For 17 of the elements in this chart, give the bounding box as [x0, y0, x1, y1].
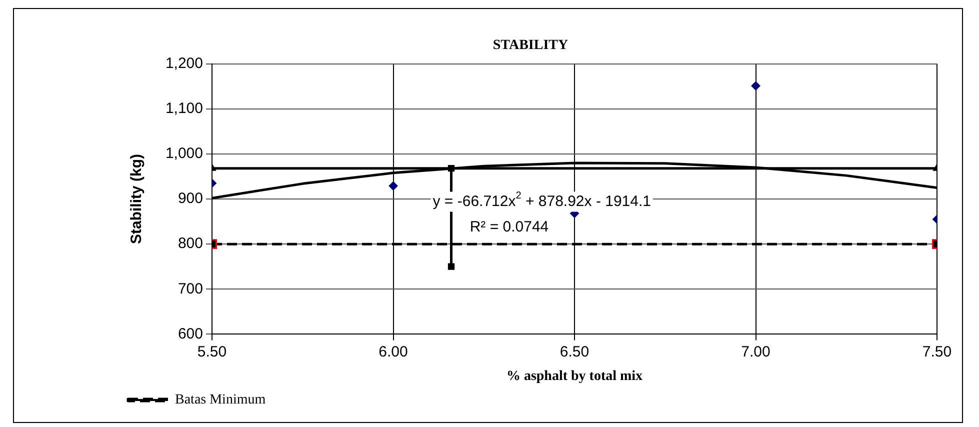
y-tick-label: 900: [178, 190, 203, 208]
x-tick-label: 6.50: [560, 343, 590, 360]
y-tick-label: 700: [178, 280, 203, 298]
legend-label: Batas Minimum: [175, 392, 266, 408]
y-tick-label: 600: [178, 325, 203, 342]
y-tick-label: 1,100: [165, 100, 203, 118]
x-tick-label: 7.00: [741, 343, 770, 360]
x-tick-label: 5.50: [197, 343, 227, 360]
x-axis-title: % asphalt by total mix: [506, 369, 643, 384]
x-tick-label: 6.00: [378, 343, 408, 360]
x-tick-label: 7.50: [922, 343, 952, 360]
chart-title: STABILITY: [492, 38, 568, 54]
y-tick-label: 1,000: [165, 145, 203, 162]
y-tick-label: 800: [178, 235, 203, 252]
annotation: R² = 0.0744: [470, 218, 549, 236]
y-tick-label: 1,200: [165, 54, 203, 72]
y-axis-title: Stability (kg): [128, 154, 146, 244]
